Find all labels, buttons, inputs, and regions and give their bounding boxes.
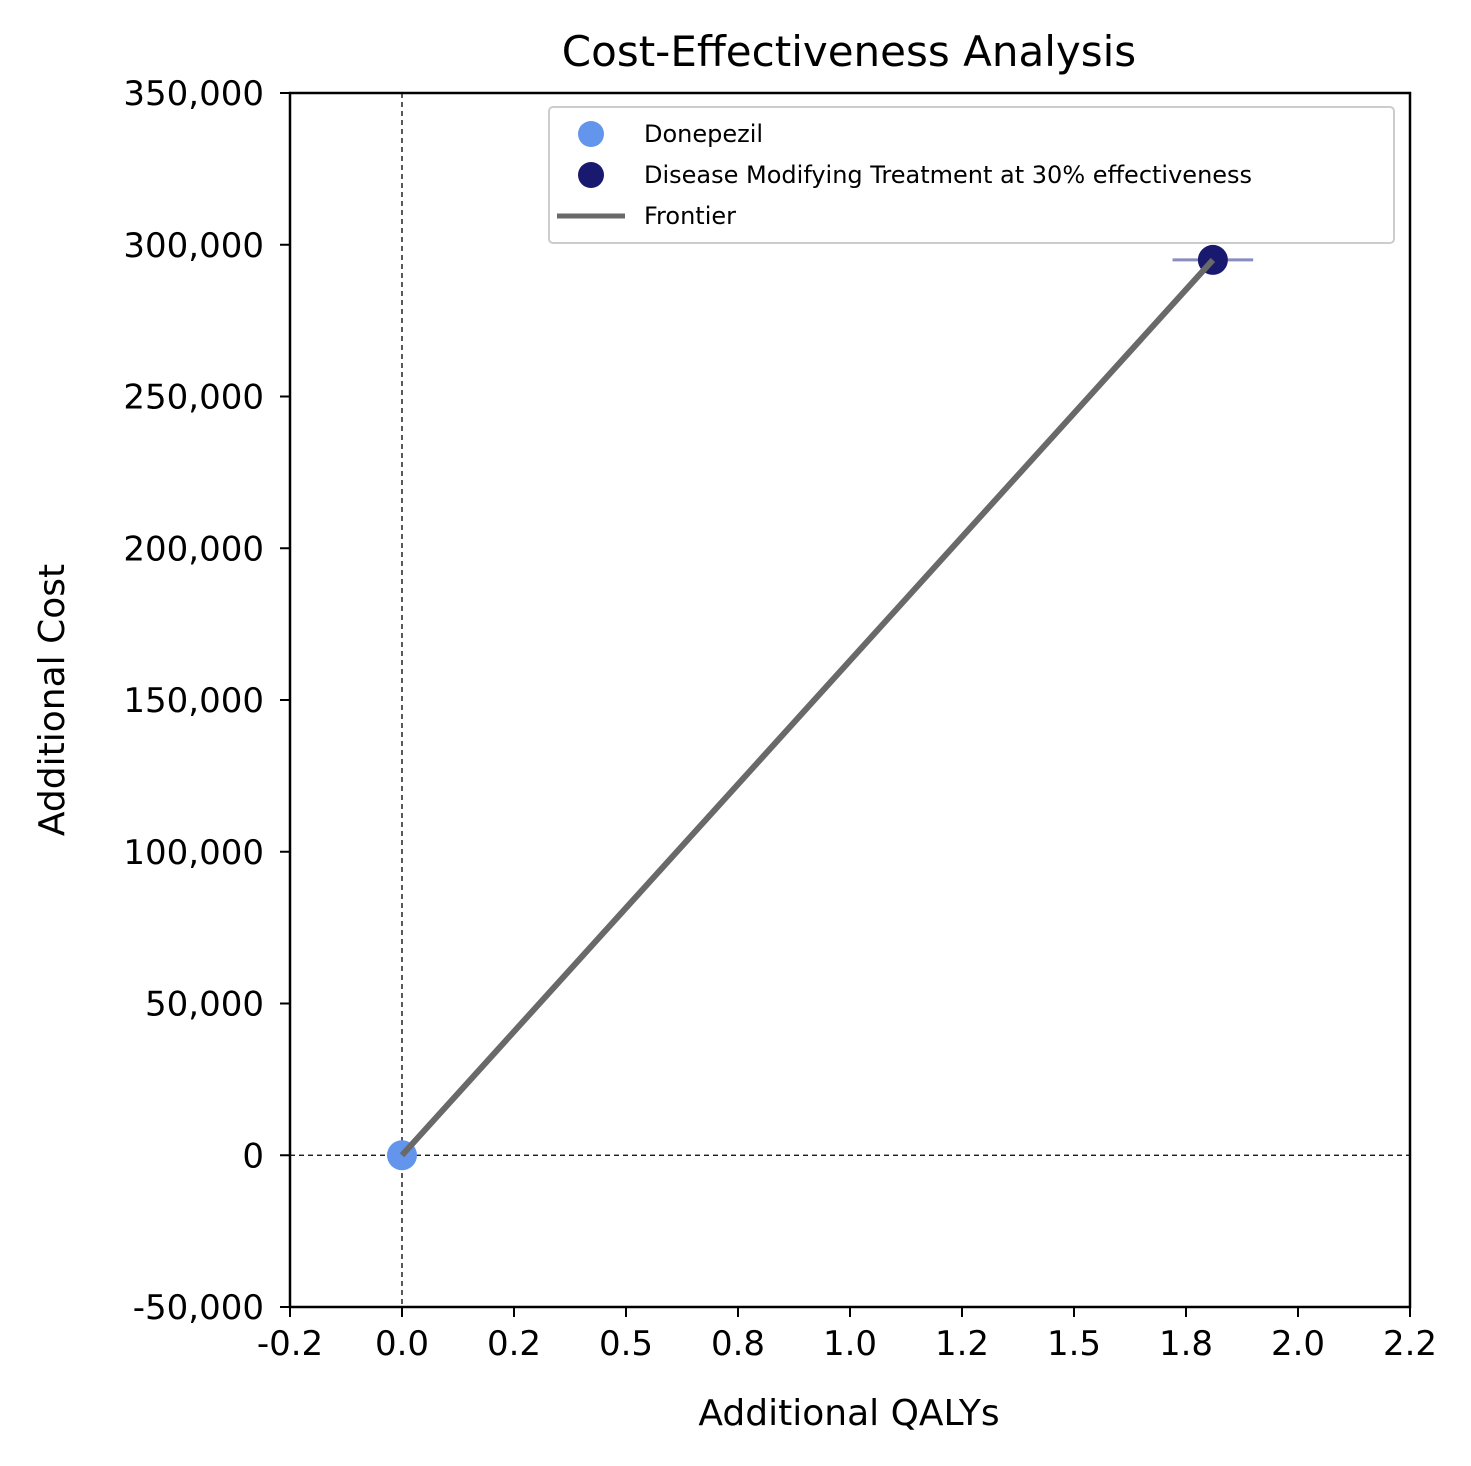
- x-axis-label: Additional QALYs: [698, 1393, 999, 1434]
- y-axis-label: Additional Cost: [32, 564, 73, 836]
- x-tick-label: 0.2: [487, 1324, 541, 1364]
- x-tick-label: 1.0: [823, 1324, 877, 1364]
- y-tick-label: 150,000: [123, 681, 264, 721]
- y-tick-label: 250,000: [123, 378, 264, 418]
- y-tick-label: 300,000: [123, 226, 264, 266]
- legend-marker-disease-modifying-treatment: [578, 162, 604, 188]
- x-tick-label: 1.8: [1159, 1324, 1213, 1364]
- x-tick-label: 1.2: [935, 1324, 989, 1364]
- y-tick-label: 0: [242, 1136, 264, 1176]
- y-axis-ticks: -50,000 0 50,000 100,000 150,000 200,000 250,0…: [123, 74, 290, 1328]
- y-tick-label: -50,000: [133, 1288, 264, 1328]
- legend-marker-donepezil: [578, 121, 604, 147]
- x-tick-label: 0.0: [375, 1324, 429, 1364]
- y-tick-label: 50,000: [145, 985, 264, 1025]
- y-tick-label: 200,000: [123, 529, 264, 569]
- chart-title: Cost-Effectiveness Analysis: [562, 27, 1136, 76]
- frontier-line: [399, 257, 1216, 1158]
- legend-label-frontier: Frontier: [644, 202, 736, 230]
- legend-frame: [548, 106, 1395, 244]
- y-tick-label: 350,000: [123, 74, 264, 114]
- x-tick-label: 1.5: [1047, 1324, 1101, 1364]
- legend-label-donepezil: Donepezil: [644, 120, 763, 148]
- legend-label-disease-modifying-treatment: Disease Modifying Treatment at 30% effec…: [644, 161, 1252, 189]
- y-tick-label: 100,000: [123, 833, 264, 873]
- x-tick-label: 2.2: [1383, 1324, 1437, 1364]
- x-tick-label: 0.5: [599, 1324, 653, 1364]
- x-tick-label: -0.2: [257, 1324, 323, 1364]
- x-axis-ticks: -0.2 0.0 0.2 0.5 0.8 1.0 1.2 1.5 1.8 2.0 2.2: [257, 1307, 1437, 1364]
- plot-area: [288, 91, 1412, 1309]
- x-tick-label: 0.8: [711, 1324, 765, 1364]
- axes-frame: [288, 91, 1412, 1309]
- legend: Donepezil Disease Modifying Treatment at…: [548, 106, 1395, 244]
- x-tick-label: 2.0: [1271, 1324, 1325, 1364]
